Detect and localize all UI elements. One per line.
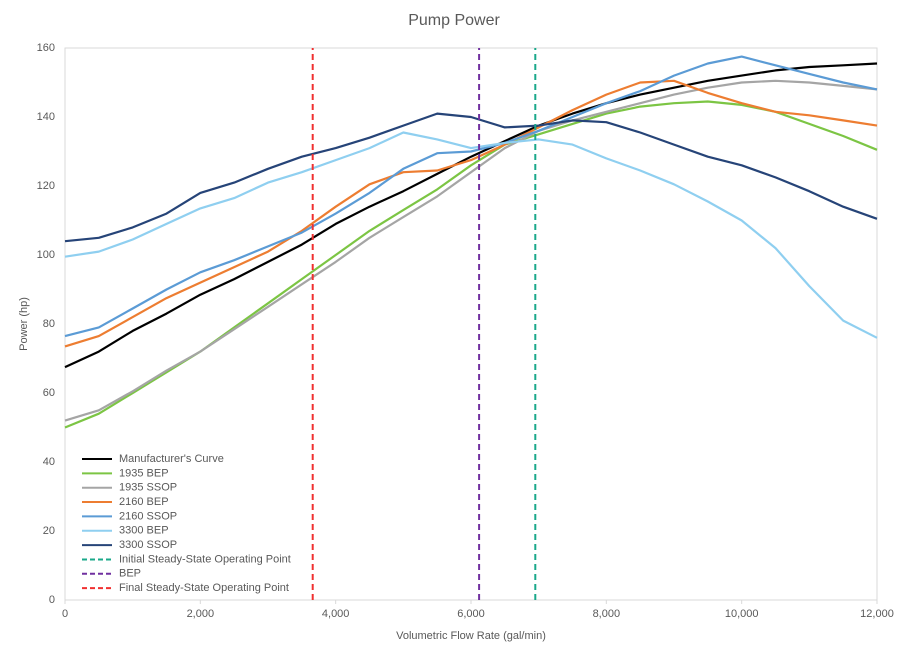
legend-label: 2160 BEP [119,496,169,508]
chart-title: Pump Power [408,12,500,29]
y-tick-label: 160 [37,42,55,54]
series-line [64,131,878,339]
legend-label: Manufacturer's Curve [119,453,224,465]
legend-label: 1935 BEP [119,467,169,479]
y-tick-label: 60 [43,387,55,399]
series-line [64,79,878,348]
x-tick-label: 10,000 [725,608,759,620]
x-tick-label: 6,000 [457,608,485,620]
legend-label: 3300 SSOP [119,539,177,551]
legend-label: 2160 SSOP [119,510,177,522]
series-line [64,55,878,338]
legend-label: BEP [119,568,141,580]
x-axis-label: Volumetric Flow Rate (gal/min) [396,630,546,642]
legend-label: Final Steady-State Operating Point [119,582,289,594]
legend-label: Initial Steady-State Operating Point [119,553,291,565]
y-tick-label: 40 [43,456,55,468]
legend-label: 1935 SSOP [119,482,177,494]
x-tick-label: 2,000 [187,608,215,620]
series-line [64,112,878,243]
x-tick-label: 0 [62,608,68,620]
y-tick-label: 0 [49,594,55,606]
x-tick-label: 12,000 [860,608,894,620]
y-tick-label: 20 [43,525,55,537]
y-tick-label: 80 [43,318,55,330]
legend-label: 3300 BEP [119,525,169,537]
y-axis-label: Power (hp) [18,297,30,351]
series-line [64,79,878,422]
y-tick-label: 140 [37,111,55,123]
series-line [64,62,878,369]
y-tick-label: 100 [37,249,55,261]
x-tick-label: 8,000 [593,608,621,620]
x-tick-label: 4,000 [322,608,350,620]
y-tick-label: 120 [37,180,55,192]
